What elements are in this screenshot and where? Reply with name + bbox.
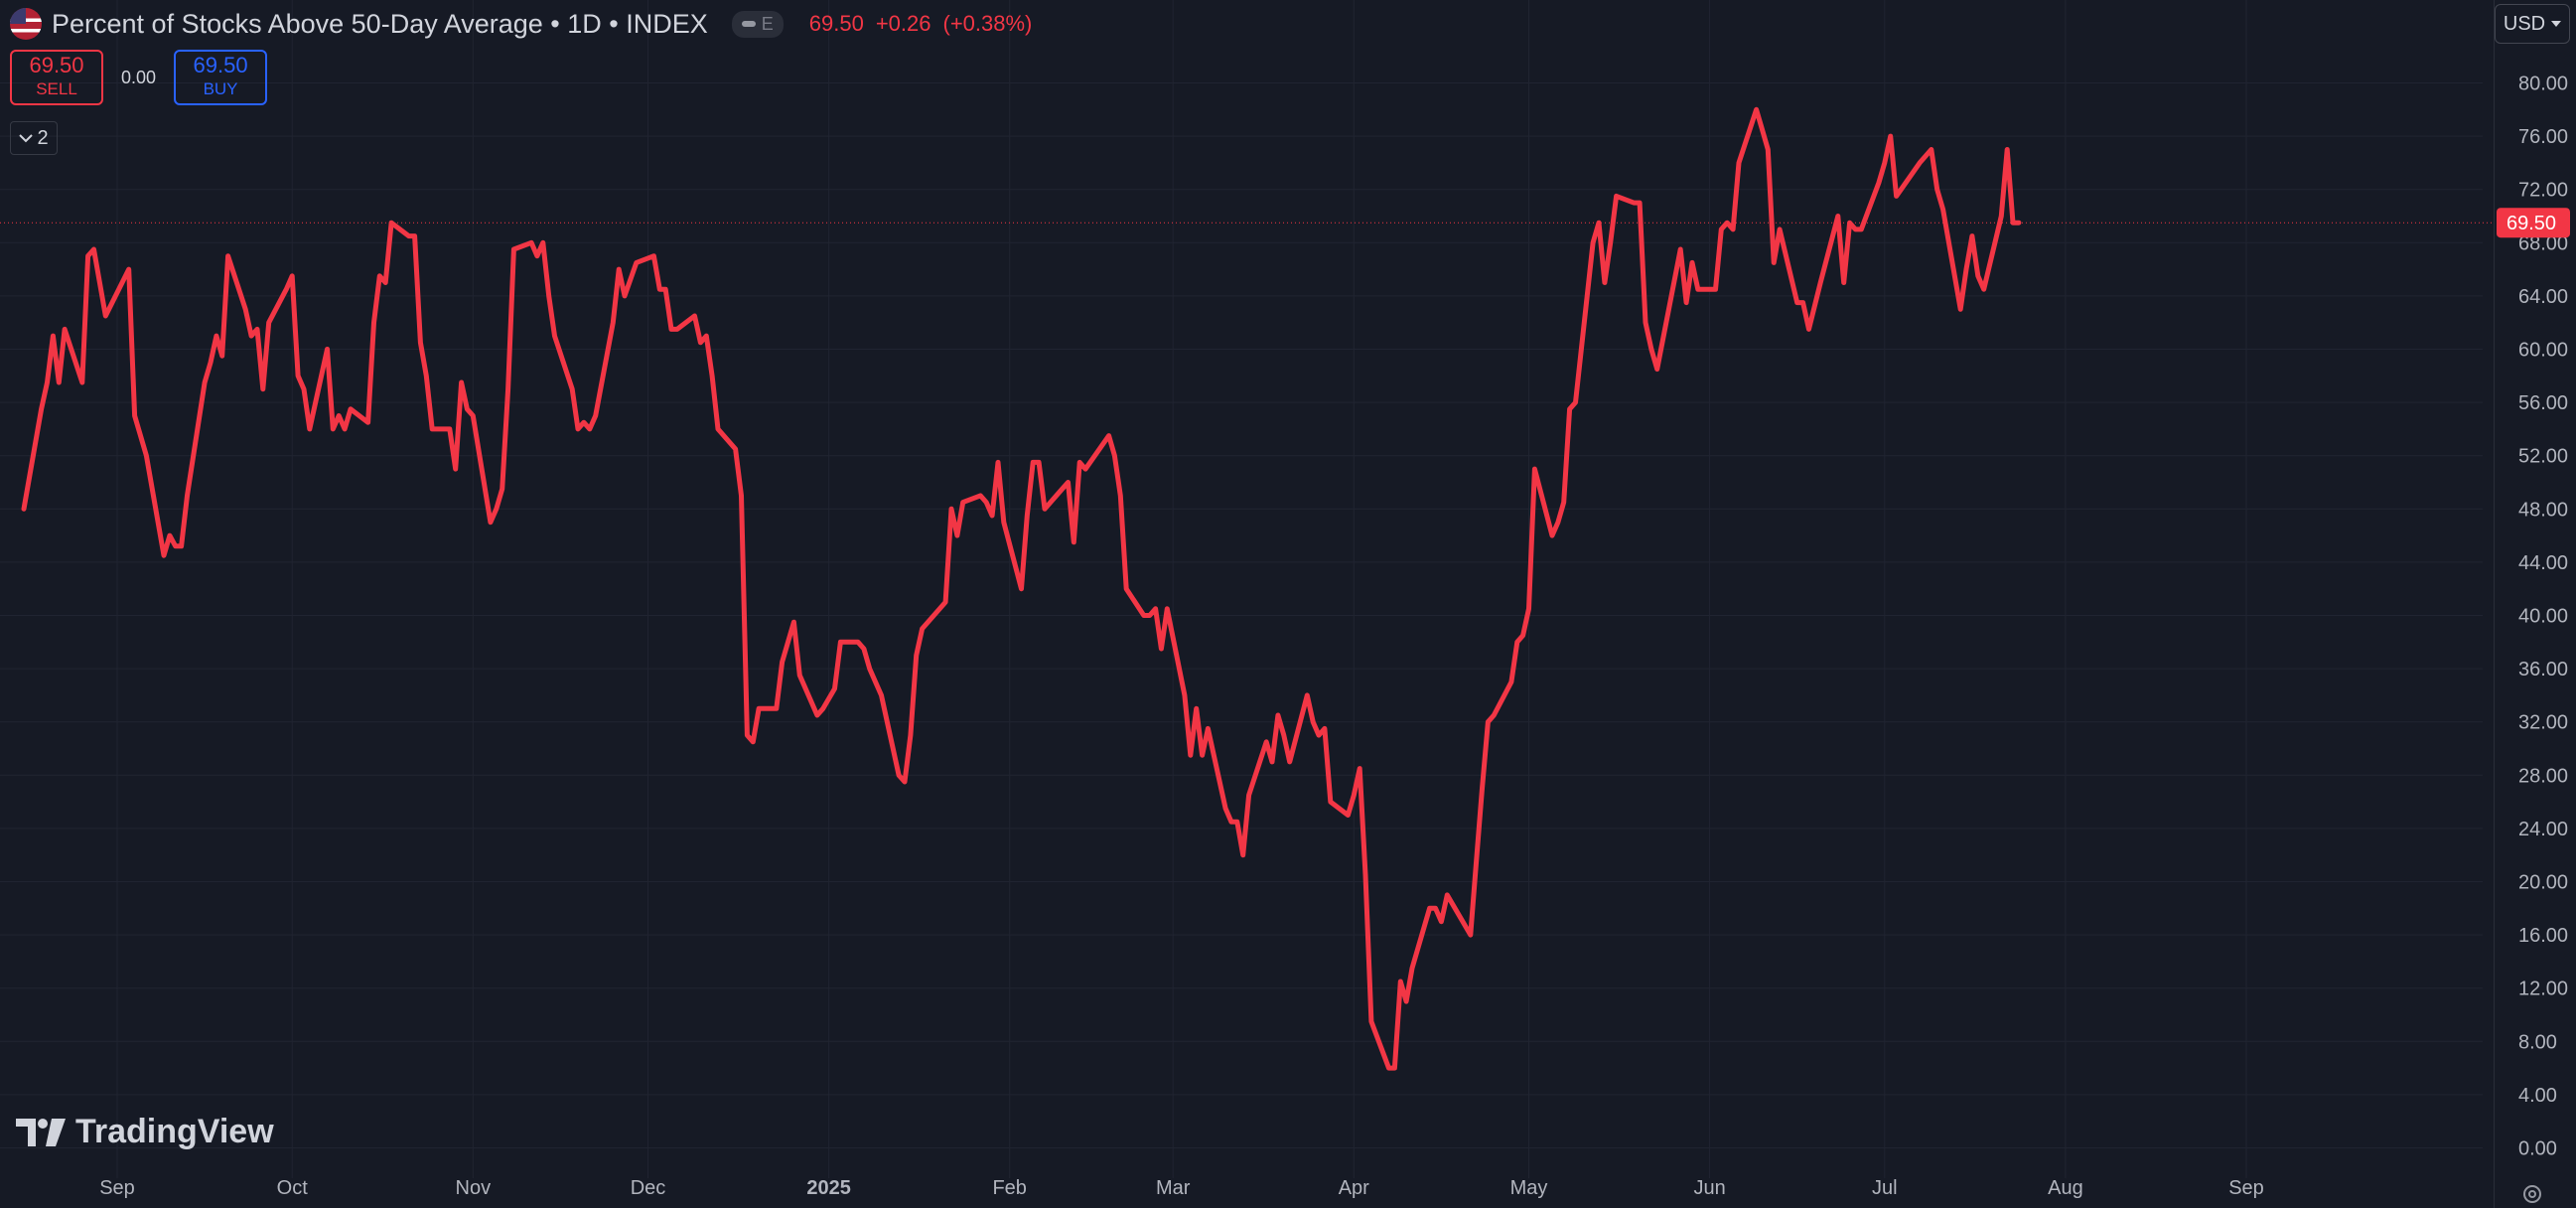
- brand-name: TradingView: [75, 1113, 274, 1150]
- last-price: 69.50: [808, 11, 864, 36]
- y-tick-label: 44.00: [2518, 552, 2568, 574]
- y-tick-label: 68.00: [2518, 232, 2568, 254]
- chart-legend: Percent of Stocks Above 50-Day Average •…: [10, 6, 1044, 42]
- symbol-title[interactable]: Percent of Stocks Above 50-Day Average •…: [52, 8, 708, 39]
- us-flag-icon: [10, 8, 42, 40]
- buy-button[interactable]: 69.50 BUY: [174, 50, 268, 105]
- buy-price: 69.50: [193, 53, 248, 77]
- x-tick-label: Dec: [631, 1177, 666, 1199]
- buy-label: BUY: [203, 79, 238, 98]
- y-tick-label: 24.00: [2518, 819, 2568, 840]
- series-line[interactable]: [21, 106, 2022, 1071]
- y-tick-label: 56.00: [2518, 392, 2568, 414]
- chevron-down-icon: [2551, 21, 2562, 27]
- y-tick-label: 52.00: [2518, 446, 2568, 468]
- y-tick-label: 32.00: [2518, 712, 2568, 734]
- settings-gear-icon[interactable]: [2520, 1182, 2544, 1206]
- y-axis: 0.00 4.00 8.00 12.00 16.00 20.00 24.00 28.00 32.…: [2494, 0, 2568, 1208]
- y-tick-label: 36.00: [2518, 659, 2568, 680]
- sell-button[interactable]: 69.50 SELL: [10, 50, 103, 105]
- x-tick-label: Mar: [1156, 1177, 1191, 1199]
- x-tick-label: Jul: [1872, 1177, 1898, 1199]
- y-tick-label: 4.00: [2518, 1085, 2557, 1107]
- y-tick-label: 8.00: [2518, 1031, 2557, 1053]
- x-tick-label: Jun: [1693, 1177, 1725, 1199]
- y-tick-label: 48.00: [2518, 499, 2568, 521]
- price-change-pct: (+0.38%): [942, 11, 1033, 36]
- x-tick-label: Feb: [992, 1177, 1026, 1199]
- y-tick-label: 16.00: [2518, 925, 2568, 947]
- y-tick-label: 28.00: [2518, 765, 2568, 787]
- sell-price: 69.50: [29, 53, 84, 77]
- x-tick-label: May: [1510, 1177, 1548, 1199]
- sell-label: SELL: [36, 79, 77, 98]
- tradingview-logo[interactable]: TradingView: [16, 1113, 274, 1151]
- trade-buttons: 69.50 SELL 0.00 69.50 BUY: [10, 50, 268, 105]
- y-tick-label: 20.00: [2518, 872, 2568, 894]
- y-tick-label: 64.00: [2518, 286, 2568, 308]
- x-tick-label: Nov: [456, 1177, 492, 1199]
- indicators-count: 2: [37, 126, 49, 149]
- data-status-pill[interactable]: E: [731, 10, 784, 38]
- x-tick-label: Sep: [99, 1177, 135, 1199]
- y-tick-label: 80.00: [2518, 74, 2568, 95]
- y-tick-label: 12.00: [2518, 979, 2568, 1000]
- y-tick-label: 76.00: [2518, 126, 2568, 148]
- y-tick-label: 40.00: [2518, 606, 2568, 628]
- grid-lines: [0, 0, 2483, 1178]
- chevron-down-icon: [19, 134, 34, 143]
- tradingview-logo-icon: [16, 1118, 66, 1146]
- last-price-text: 69.50: [2506, 213, 2556, 234]
- y-tick-label: 60.00: [2518, 340, 2568, 362]
- x-axis: Sep Oct Nov Dec 2025 Feb Mar Apr May Jun Jul Aug Sep: [99, 1177, 2264, 1199]
- market-status-icon: [741, 21, 756, 27]
- x-tick-label: 2025: [806, 1177, 851, 1199]
- x-tick-label: Sep: [2228, 1177, 2264, 1199]
- last-price-label: 69.50: [2497, 208, 2570, 238]
- y-tick-label: 72.00: [2518, 180, 2568, 202]
- x-tick-label: Aug: [2048, 1177, 2083, 1199]
- y-tick-label: 0.00: [2518, 1138, 2557, 1160]
- x-tick-label: Oct: [277, 1177, 309, 1199]
- currency-select[interactable]: USD: [2495, 4, 2570, 44]
- price-quote: 69.50 +0.26 (+0.38%): [809, 11, 1045, 37]
- exchange-letter: E: [761, 13, 774, 34]
- currency-label: USD: [2503, 12, 2546, 35]
- indicators-toggle[interactable]: 2: [10, 121, 58, 155]
- price-change: +0.26: [875, 11, 931, 36]
- spread-value: 0.00: [121, 67, 157, 87]
- x-tick-label: Apr: [1339, 1177, 1369, 1199]
